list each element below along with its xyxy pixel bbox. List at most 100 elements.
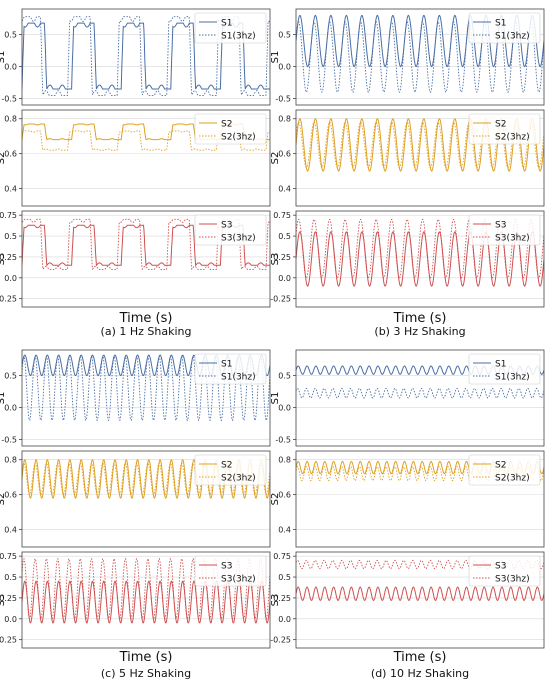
panel-s1: -0.5 0.0 0.5 S1 S1 S1(3hz) [0, 349, 271, 447]
y-axis-label: S3 [270, 594, 281, 607]
y-tick-label: -0.5 [1, 95, 17, 104]
plot-frame [21, 551, 271, 649]
legend-label: S2 [221, 120, 232, 130]
plot-frame [21, 210, 271, 308]
y-axis-label: S3 [0, 594, 7, 607]
y-tick-label: 0.75 [273, 211, 291, 220]
legend-label: S3(3hz) [495, 234, 530, 244]
chart-2: -0.5 0.0 0.5 S1 S1 S1(3hz) 0.4 0.6 0.8 S2 S2 S2(3hz… [270, 8, 545, 338]
legend-box [468, 214, 541, 246]
legend-label: S2 [221, 461, 232, 471]
y-tick-label: 0.5 [278, 31, 291, 40]
legend-box [194, 555, 267, 587]
y-axis-label: S1 [0, 392, 7, 405]
legend: S1 S1(3hz) [468, 12, 541, 44]
y-tick-label: 0.0 [278, 615, 291, 624]
legend: S3 S3(3hz) [468, 555, 541, 587]
y-tick-label: 0.0 [4, 615, 17, 624]
y-tick-label: 0.8 [278, 456, 291, 465]
y-tick-label: 0.75 [0, 211, 17, 220]
series-line-s3 [22, 580, 270, 624]
legend-label: S1 [221, 360, 232, 370]
x-axis-label: Time (s) [393, 650, 447, 665]
y-tick-label: 0.0 [278, 274, 291, 283]
panel-s2: 0.4 0.6 0.8 S2 S2 S2(3hz) [0, 450, 271, 548]
legend-box [468, 12, 541, 44]
panel-s2: 0.4 0.6 0.8 S2 S2 S2(3hz) [270, 450, 545, 548]
plot-frame [295, 450, 545, 548]
legend-label: S3(3hz) [221, 575, 256, 585]
x-axis-label: Time (s) [119, 650, 173, 665]
y-tick-label: 0.4 [278, 526, 291, 535]
legend-box [194, 454, 267, 486]
y-axis-label: S1 [270, 51, 281, 64]
y-tick-label: 0.25 [273, 594, 291, 603]
plot-frame [295, 8, 545, 106]
legend-label: S1(3hz) [495, 32, 530, 42]
y-tick-label: 0.4 [4, 526, 17, 535]
legend: S3 S3(3hz) [194, 555, 267, 587]
y-axis-label: S1 [0, 51, 7, 64]
y-tick-label: 0.4 [4, 185, 17, 194]
y-tick-label: 0.6 [278, 150, 291, 159]
legend: S2 S2(3hz) [194, 454, 267, 486]
legend: S1 S1(3hz) [468, 353, 541, 385]
y-tick-label: 0.75 [273, 552, 291, 561]
legend: S2 S2(3hz) [468, 454, 541, 486]
x-axis-label: Time (s) [393, 311, 447, 326]
subfigure-caption: (b) 3 Hz Shaking [374, 325, 465, 338]
legend-label: S3 [495, 221, 506, 231]
y-tick-label: 0.5 [4, 573, 17, 582]
y-tick-label: 0.5 [4, 372, 17, 381]
y-axis-label: S3 [0, 253, 7, 266]
y-tick-label: 0.6 [4, 491, 17, 500]
y-axis-label: S3 [270, 253, 281, 266]
plot-frame [295, 349, 545, 447]
panel-s2: 0.4 0.6 0.8 S2 S2 S2(3hz) [0, 109, 271, 207]
legend-label: S1 [495, 360, 506, 370]
legend-label: S2(3hz) [221, 133, 256, 143]
legend: S1 S1(3hz) [194, 353, 267, 385]
legend: S2 S2(3hz) [194, 113, 267, 145]
y-tick-label: 0.8 [4, 456, 17, 465]
chart-1: -0.5 0.0 0.5 S1 S1 S1(3hz) 0.4 0.6 0.8 S2 S2 S2(3hz… [0, 8, 271, 338]
y-tick-label: -0.5 [275, 436, 291, 445]
legend-box [194, 12, 267, 44]
legend-box [468, 353, 541, 385]
x-axis-label: Time (s) [119, 311, 173, 326]
legend: S2 S2(3hz) [468, 113, 541, 145]
y-tick-label: 0.75 [0, 552, 17, 561]
series-line-s33hz [296, 559, 544, 570]
legend-label: S3 [495, 562, 506, 572]
y-tick-label: 0.5 [278, 372, 291, 381]
y-tick-label: 0.5 [278, 232, 291, 241]
legend-box [194, 353, 267, 385]
plot-frame [21, 450, 271, 548]
y-tick-label: -0.5 [275, 95, 291, 104]
y-tick-label: 0.5 [4, 232, 17, 241]
legend-label: S1(3hz) [221, 373, 256, 383]
plot-frame [295, 551, 545, 649]
legend-label: S2 [495, 120, 506, 130]
series-line-s33hz [22, 218, 270, 271]
series-line-s3 [296, 586, 544, 602]
legend-label: S2(3hz) [495, 133, 530, 143]
panel-s1: -0.5 0.0 0.5 S1 S1 S1(3hz) [270, 349, 545, 447]
legend-box [194, 214, 267, 246]
legend: S3 S3(3hz) [468, 214, 541, 246]
y-tick-label: 0.0 [278, 404, 291, 413]
panel-s1: -0.5 0.0 0.5 S1 S1 S1(3hz) [0, 8, 271, 106]
y-tick-label: 0.6 [4, 150, 17, 159]
chart-3: -0.5 0.0 0.5 S1 S1 S1(3hz) 0.4 0.6 0.8 S2 S2 S2(3hz… [0, 349, 271, 680]
panel-s3: -0.25 0.0 0.25 0.5 0.75 S3 S3 S3(3hz) [0, 210, 271, 308]
y-axis-label: S2 [0, 152, 7, 165]
y-tick-label: 0.0 [4, 404, 17, 413]
y-tick-label: 0.6 [278, 491, 291, 500]
legend: S1 S1(3hz) [194, 12, 267, 44]
legend-label: S2(3hz) [495, 474, 530, 484]
y-tick-label: 0.4 [278, 185, 291, 194]
panel-s2: 0.4 0.6 0.8 S2 S2 S2(3hz) [270, 109, 545, 207]
y-tick-label: 0.0 [4, 63, 17, 72]
plot-frame [295, 210, 545, 308]
